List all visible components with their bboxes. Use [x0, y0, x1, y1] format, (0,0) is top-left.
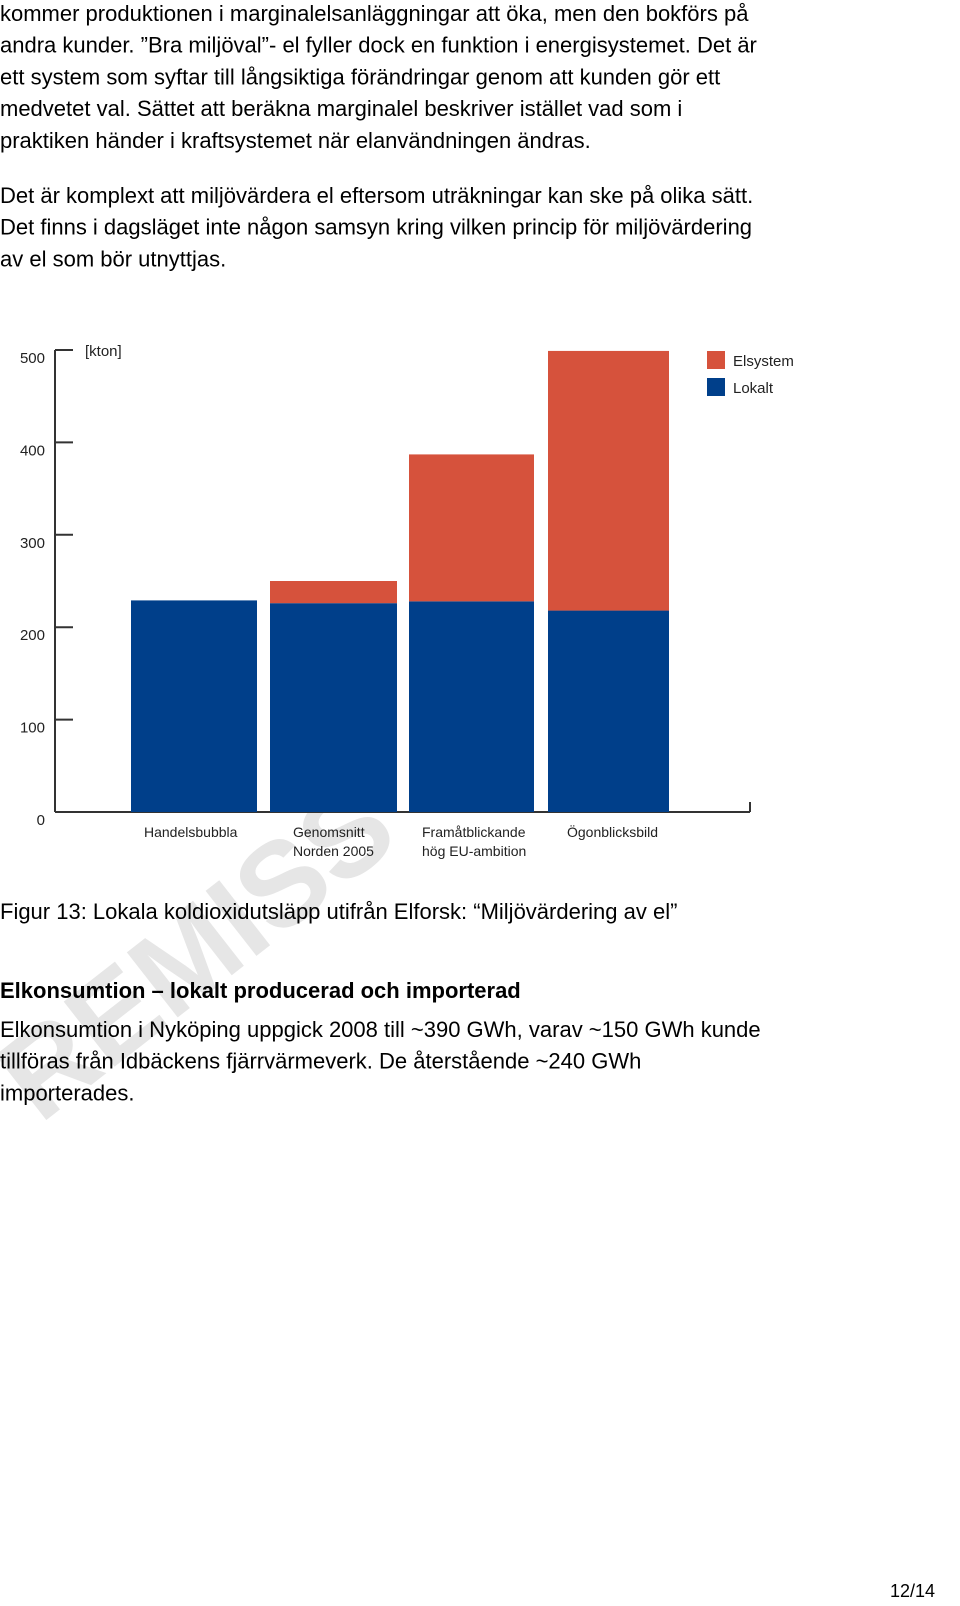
caption: Figur 13: Lokala koldioxidutsläpp utifrå…: [0, 899, 677, 924]
x-tick-label: Handelsbubbla: [144, 824, 238, 840]
y-axis-label: [kton]: [85, 343, 122, 360]
legend-swatch: [707, 378, 725, 396]
bar: [270, 581, 397, 604]
x-tick-label: Genomsnitt: [293, 824, 365, 840]
y-tick-label: 200: [20, 627, 45, 644]
y-tick-label: 500: [20, 350, 45, 367]
paragraph-line: ett system som syftar till långsiktiga f…: [0, 64, 720, 89]
bar: [409, 454, 534, 602]
bar: [131, 600, 257, 812]
body-line: importerades.: [0, 1080, 135, 1105]
paragraph-line: andra kunder. ”Bra miljöval”- el fyller …: [0, 33, 757, 58]
page-number: 12/14: [890, 1581, 935, 1601]
paragraph-line: medvetet val. Sättet att beräkna margina…: [0, 96, 682, 121]
y-tick-label: 0: [37, 812, 45, 829]
x-tick-label: Ögonblicksbild: [567, 823, 658, 840]
bar: [409, 601, 534, 812]
paragraph-line: Det finns i dagsläget inte någon samsyn …: [0, 215, 752, 240]
x-tick-label: Norden 2005: [293, 843, 374, 859]
paragraph-line: kommer produktionen i marginalelsanläggn…: [0, 1, 749, 26]
x-tick-label: hög EU-ambition: [422, 843, 526, 859]
paragraph-line: praktiken händer i kraftsystemet när ela…: [0, 128, 591, 153]
x-tick-label: Framåtblickande: [422, 824, 526, 840]
y-tick-label: 400: [20, 442, 45, 459]
body-line: Elkonsumtion i Nyköping uppgick 2008 til…: [0, 1017, 761, 1042]
bar: [548, 350, 669, 611]
heading: Elkonsumtion – lokalt producerad och imp…: [0, 978, 521, 1003]
body-line: tillföras från Idbäckens fjärrvärmeverk.…: [0, 1049, 641, 1074]
legend-label: Lokalt: [733, 380, 774, 397]
y-tick-label: 300: [20, 535, 45, 552]
legend-swatch: [707, 351, 725, 369]
bar: [270, 603, 397, 812]
legend-label: Elsystem: [733, 353, 794, 370]
y-tick-label: 100: [20, 720, 45, 737]
bar: [548, 610, 669, 812]
paragraph-line: Det är komplext att miljövärdera el efte…: [0, 183, 753, 208]
paragraph-line: av el som bör utnyttjas.: [0, 246, 226, 271]
